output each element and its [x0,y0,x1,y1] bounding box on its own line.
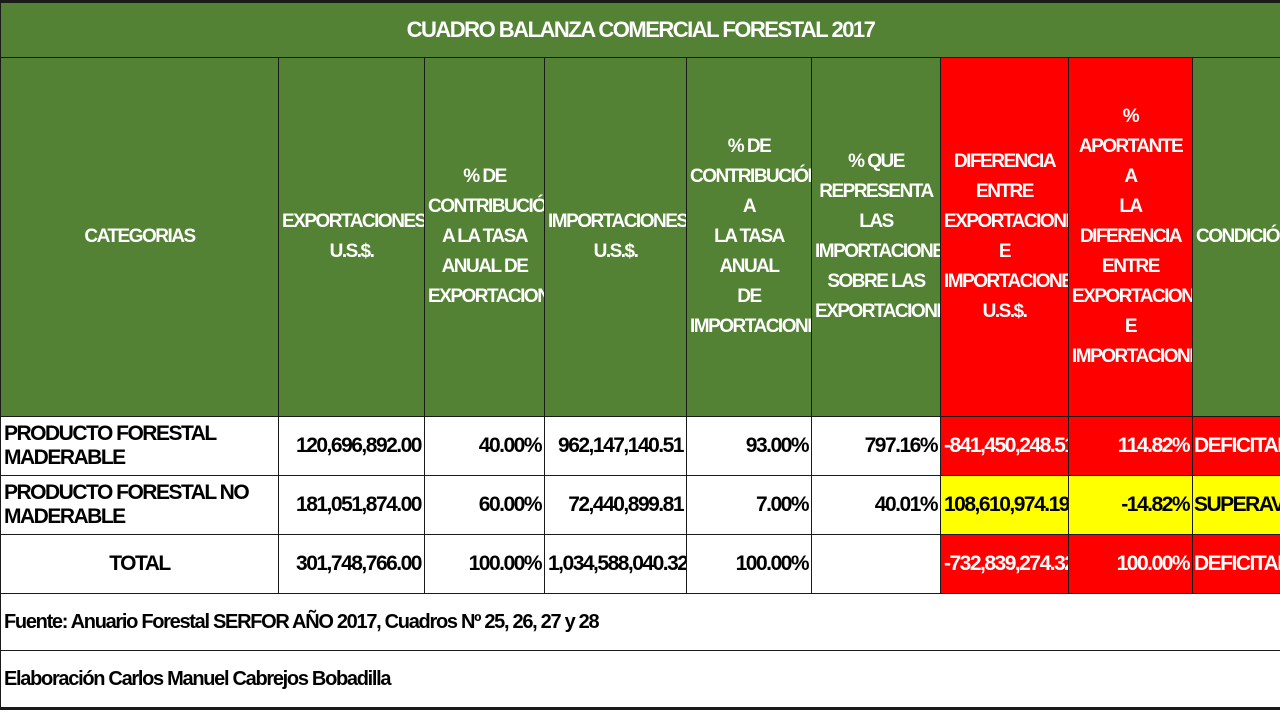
footer-author-row: Elaboración Carlos Manuel Cabrejos Bobad… [0,650,1280,710]
header-line: ENTRE [1102,256,1160,277]
title-row: CUADRO BALANZA COMERCIAL FORESTAL 2017 [0,0,1280,58]
header-line: % QUE [848,151,905,172]
header-pct-aportante: % APORTANTE A LA DIFERENCIA ENTRE EXPORTACI… [1068,57,1193,417]
cell-pct-imp: 93.00% [686,416,812,476]
table-body: PRODUCTO FORESTAL MADERABLE 120,696,892.0… [0,416,1280,594]
header-condicion: CONDICIÓN [1191,57,1280,417]
header-line: % DE [463,166,507,187]
header-line: EXPORTACIONES [815,301,940,322]
table-row: PRODUCTO FORESTAL MADERABLE 120,696,892.0… [0,416,1280,476]
cell-exportaciones: 120,696,892.00 [278,416,425,476]
footer-source-row: Fuente: Anuario Forestal SERFOR AÑO 2017… [0,593,1280,651]
cell-condicion: DEFICITARIO [1191,416,1280,476]
cell-pct-aportante: 114.82% [1068,416,1193,476]
header-line: A LA TASA [441,226,529,247]
cell-pct-aportante: -14.82% [1068,475,1193,535]
cell-pct-imp-sobre-exp: 797.16% [811,416,941,476]
header-line: CONTRIBUCIÓN [428,196,545,217]
header-row: CATEGORIAS EXPORTACIONES U.S.$. % DE CONTRIB… [0,57,1280,417]
header-pct-imp-sobre-exp: % QUE REPRESENTA LAS IMPORTACIONES SOBRE LA… [811,57,941,417]
header-line: IMPORTACIONES [1072,346,1192,367]
cell-diferencia: -841,450,248.51 [940,416,1069,476]
header-line: IMPORTACIONES [548,211,687,232]
header-line: LA DIFERENCIA [1079,196,1183,247]
cell-diferencia: 108,610,974.19 [940,475,1069,535]
header-line: SOBRE LAS [827,271,926,292]
cell-exportaciones: 181,051,874.00 [278,475,425,535]
cell-condicion: SUPERAVIT [1191,475,1280,535]
cell-pct-aportante: 100.00% [1068,534,1193,594]
header-line: DIFERENCIA [953,151,1057,172]
header-exportaciones: EXPORTACIONES U.S.$. [278,57,425,417]
header-diferencia: DIFERENCIA ENTRE EXPORTACIONES E IMPORTACION… [940,57,1069,417]
cell-pct-imp: 100.00% [686,534,812,594]
header-line: ENTRE [976,181,1034,202]
cell-pct-imp-sobre-exp: 40.01% [811,475,941,535]
cell-pct-exp: 100.00% [424,534,545,594]
cell-pct-exp: 60.00% [424,475,545,535]
cell-importaciones: 962,147,140.51 [544,416,687,476]
header-line: U.S.$. [329,241,375,262]
table-row: PRODUCTO FORESTAL NO MADERABLE 181,051,87… [0,475,1280,535]
header-line: IMPORTACIONES [690,316,811,337]
header-line: ANUAL DE [441,256,529,277]
header-line: REPRESENTA LAS [819,181,934,232]
header-line: EXPORTACIONES [282,211,425,232]
header-line: IMPORTACIONES [815,241,940,262]
header-importaciones: IMPORTACIONES U.S.$. [544,57,687,417]
header-categorias: CATEGORIAS [0,57,279,417]
cell-pct-imp-sobre-exp [811,534,941,594]
header-line: % DE [727,136,772,157]
cell-categoria: PRODUCTO FORESTAL MADERABLE [0,416,279,476]
header-line: EXPORTACIONES [944,211,1068,232]
table-title: CUADRO BALANZA COMERCIAL FORESTAL 2017 [0,0,1280,58]
header-line: DE [737,286,762,307]
header-line: EXPORTACIONES [1072,286,1193,307]
header-pct-exportaciones: % DE CONTRIBUCIÓN A LA TASA ANUAL DE EXPORTA… [424,57,545,417]
cell-importaciones: 72,440,899.81 [544,475,687,535]
source-note: Fuente: Anuario Forestal SERFOR AÑO 2017… [0,593,1280,651]
table-row: TOTAL 301,748,766.00 100.00% 1,034,588,040.… [0,534,1280,594]
header-line: % APORTANTE A [1078,106,1184,187]
author-note: Elaboración Carlos Manuel Cabrejos Bobad… [0,650,1280,710]
cell-categoria: PRODUCTO FORESTAL NO MADERABLE [0,475,279,535]
header-line: LA TASA ANUAL [714,226,785,277]
cell-pct-exp: 40.00% [424,416,545,476]
cell-diferencia: -732,839,274.32 [940,534,1069,594]
header-line: U.S.$. [593,241,639,262]
header-line: CATEGORIAS [84,226,196,247]
cell-condicion: DEFICITARIO [1191,534,1280,594]
header-line: EXPORTACIONES [428,286,544,307]
header-pct-importaciones: % DE CONTRIBUCIÓN A LA TASA ANUAL DE IMPORTA… [686,57,812,417]
header-line: CONTRIBUCIÓN A [690,166,812,217]
header-line: U.S.$. [982,301,1028,322]
header-line: IMPORTACIONES [944,271,1068,292]
cell-pct-imp: 7.00% [686,475,812,535]
header-line: CONDICIÓN [1196,226,1280,247]
cell-exportaciones: 301,748,766.00 [278,534,425,594]
cell-importaciones: 1,034,588,040.32 [544,534,687,594]
header-line: E [1124,316,1138,337]
cell-categoria: TOTAL [0,534,279,594]
header-line: E [998,241,1012,262]
